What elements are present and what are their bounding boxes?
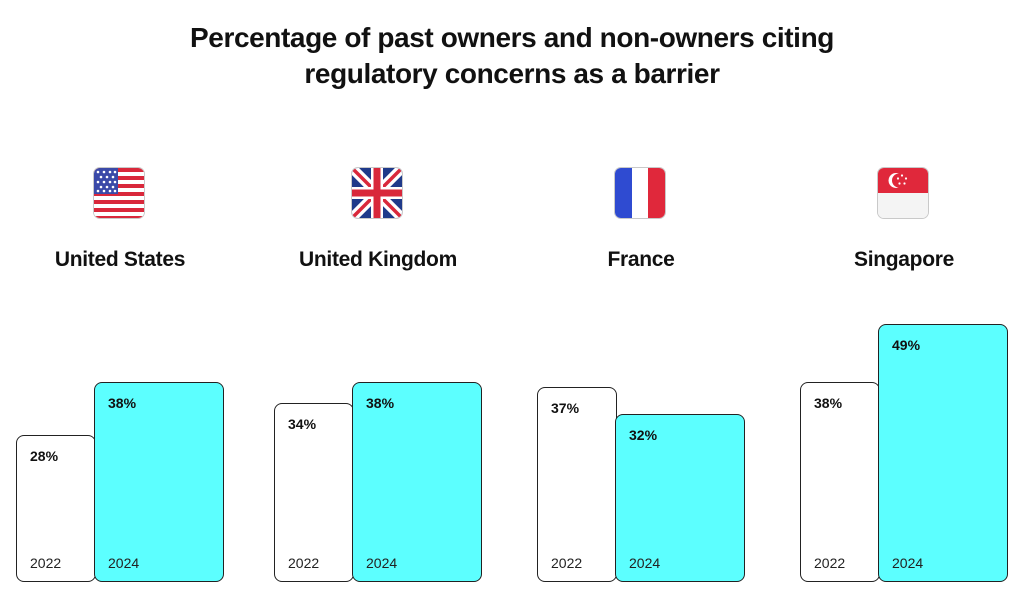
country-label-france: France [607, 248, 675, 271]
bar-value-label: 32% [629, 427, 658, 443]
country-group-singapore: Singapore 38% 2022 49% 2024 [774, 0, 1024, 597]
bar-2024: 32% 2024 [615, 414, 745, 582]
bar-year-label: 2022 [551, 555, 583, 571]
bar-value-label: 38% [366, 395, 395, 411]
bar-year-label: 2022 [30, 555, 62, 571]
uk-flag-icon [352, 168, 402, 218]
country-label-united-states: United States [54, 248, 186, 271]
bar-value-label: 38% [814, 395, 843, 411]
bar-value-label: 37% [551, 400, 580, 416]
bar-2024: 38% 2024 [94, 382, 224, 582]
bar-value-label: 38% [108, 395, 137, 411]
bar-value-label: 34% [288, 416, 317, 432]
us-flag-icon [94, 168, 144, 218]
singapore-flag-icon [878, 168, 928, 218]
bar-year-label: 2024 [108, 555, 140, 571]
bar-year-label: 2022 [814, 555, 846, 571]
country-group-france: France 37% 2022 32% 2024 [511, 0, 771, 597]
bar-2022: 37% 2022 [537, 387, 617, 582]
chart-title: Percentage of past owners and non-owners… [0, 20, 1024, 92]
bar-value-label: 28% [30, 448, 59, 464]
bar-year-label: 2024 [892, 555, 924, 571]
bar-2022: 38% 2022 [800, 382, 880, 582]
country-label-united-kingdom: United Kingdom [299, 248, 457, 271]
france-flag-icon [615, 168, 665, 218]
bar-2022: 34% 2022 [274, 403, 354, 582]
bar-year-label: 2022 [288, 555, 320, 571]
country-group-united-states: United States 28% 2022 38% 2024 [0, 0, 250, 597]
bar-2022: 28% 2022 [16, 435, 96, 582]
country-group-united-kingdom: United Kingdom 34% 2022 38% 2024 [248, 0, 508, 597]
chart-title-line-2: regulatory concerns as a barrier [304, 58, 720, 89]
bar-2024: 38% 2024 [352, 382, 482, 582]
bar-2024: 49% 2024 [878, 324, 1008, 582]
country-label-singapore: Singapore [854, 248, 954, 271]
bar-year-label: 2024 [366, 555, 398, 571]
bar-year-label: 2024 [629, 555, 661, 571]
chart-title-line-1: Percentage of past owners and non-owners… [190, 22, 834, 53]
bar-value-label: 49% [892, 337, 921, 353]
